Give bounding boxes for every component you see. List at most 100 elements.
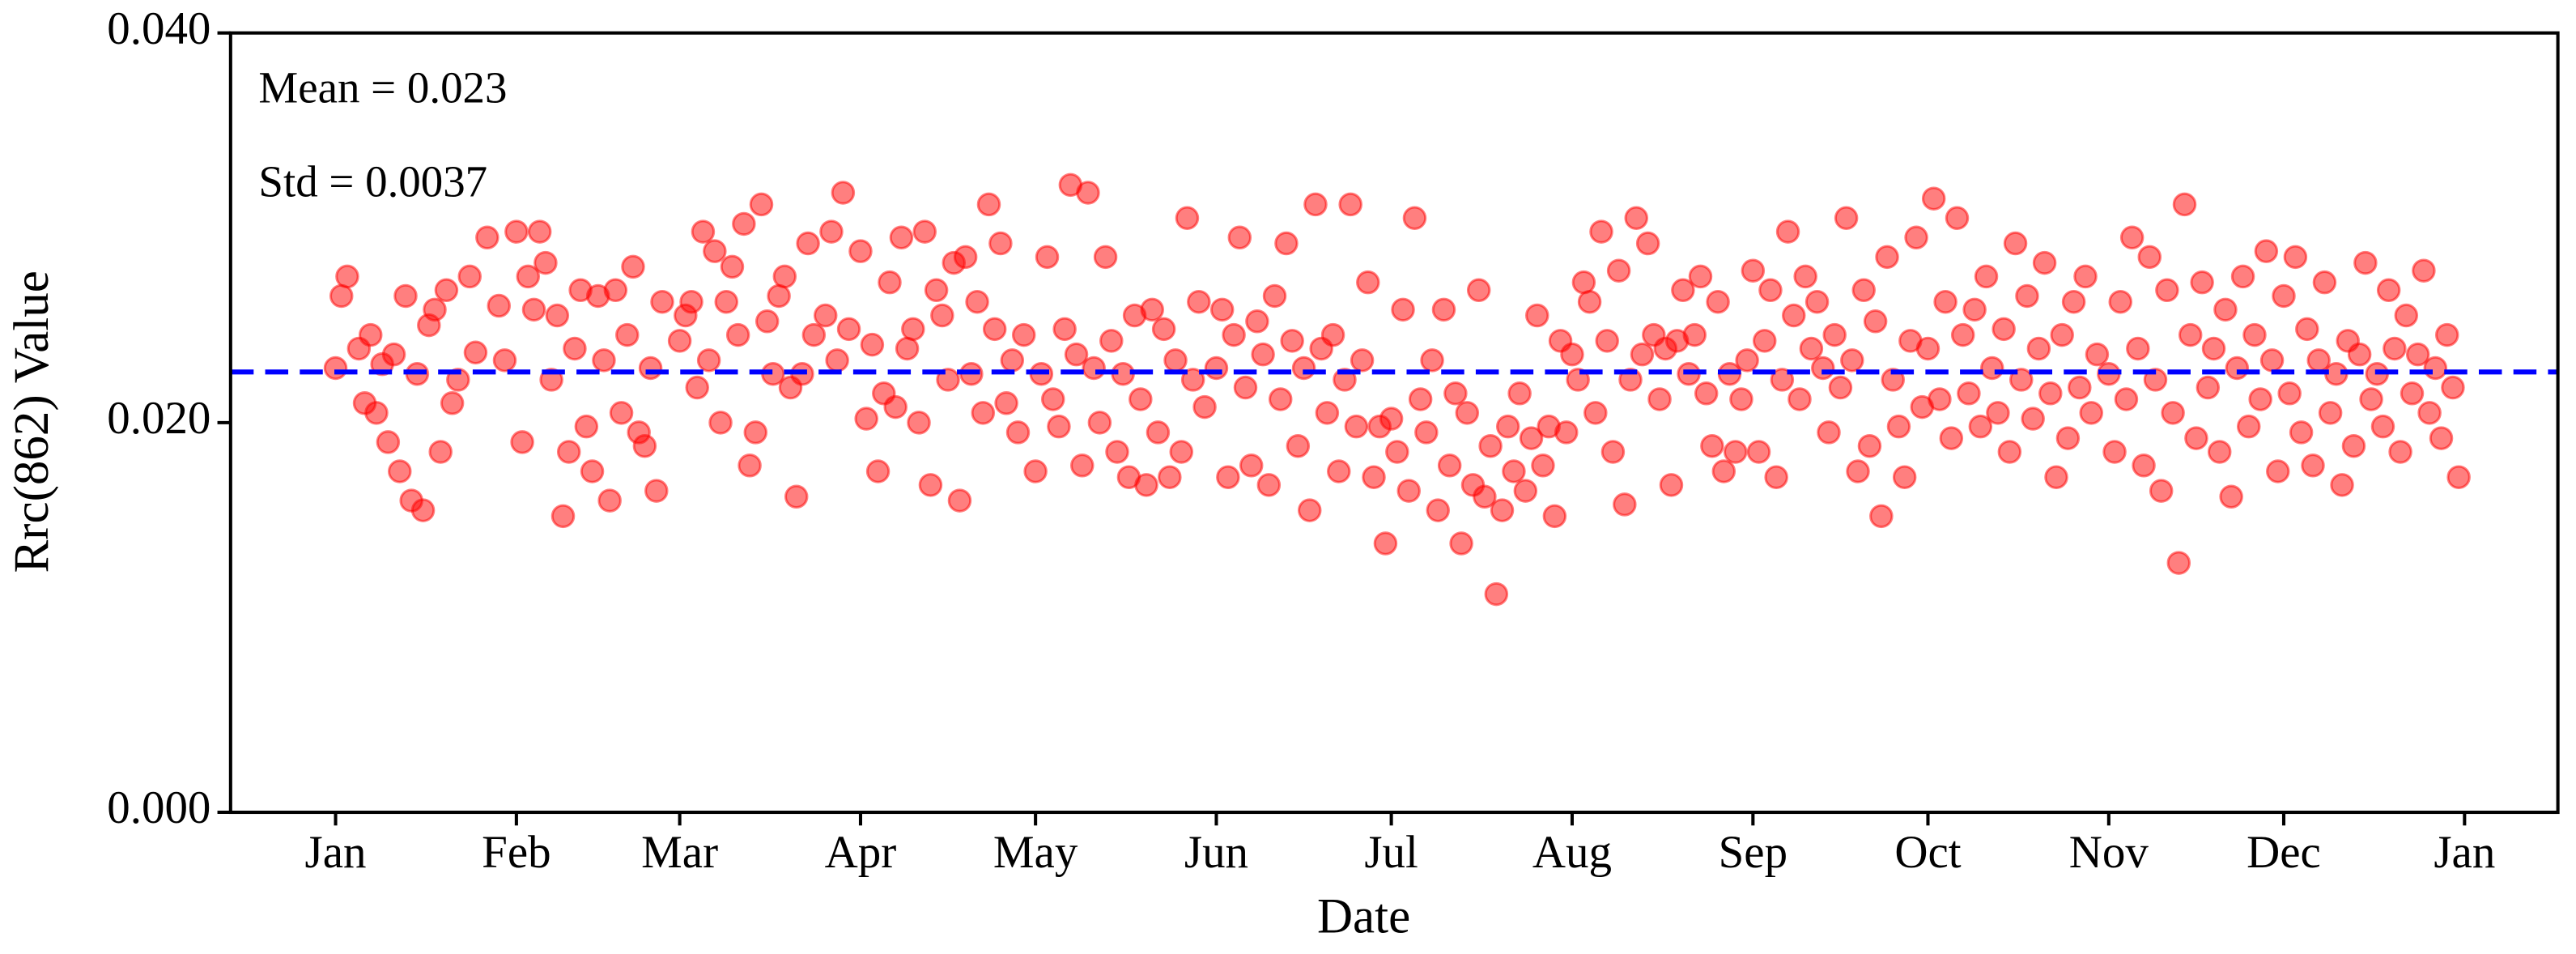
point	[2417, 401, 2442, 425]
point	[1426, 498, 1451, 522]
point	[1280, 329, 1304, 353]
point	[2283, 245, 2308, 270]
point	[889, 225, 914, 250]
point	[679, 289, 704, 314]
point	[1706, 289, 1730, 314]
point	[2184, 426, 2208, 450]
point	[907, 411, 931, 435]
point	[1040, 387, 1065, 411]
point	[1169, 440, 1193, 464]
point	[1752, 329, 1777, 353]
point	[556, 440, 581, 464]
x-tick-label: Oct	[1894, 827, 1961, 878]
point	[1449, 531, 1473, 556]
point	[1478, 433, 1503, 458]
point	[1140, 297, 1164, 322]
point	[2073, 264, 2098, 289]
point	[2295, 317, 2319, 342]
point	[2330, 473, 2354, 497]
point	[755, 309, 780, 334]
point	[2166, 551, 2191, 575]
point	[1286, 433, 1311, 458]
point	[2423, 356, 2448, 381]
point	[388, 459, 412, 483]
point	[2277, 381, 2302, 406]
point	[1688, 264, 1713, 289]
point	[685, 375, 709, 400]
point	[1391, 297, 1415, 322]
x-tick-label: Nov	[2069, 827, 2149, 878]
y-tick-label: 0.040	[107, 3, 210, 54]
point	[836, 317, 861, 342]
point	[1134, 473, 1158, 497]
point	[1968, 414, 1993, 439]
point	[976, 192, 1001, 217]
point	[1863, 309, 1888, 334]
point	[2068, 375, 2092, 400]
point	[2405, 342, 2430, 367]
point	[2272, 283, 2296, 309]
point	[1303, 192, 1328, 217]
point	[1495, 414, 1520, 439]
point	[1011, 322, 1036, 347]
point	[720, 254, 745, 279]
point	[1023, 459, 1048, 483]
point	[2370, 414, 2395, 439]
point	[1817, 420, 1841, 445]
point	[772, 264, 797, 289]
point	[1524, 303, 1549, 328]
point	[1076, 181, 1100, 205]
point	[597, 488, 622, 513]
point	[749, 192, 774, 217]
point	[621, 254, 645, 279]
x-tick-label: Feb	[482, 827, 550, 878]
std-annotation: Std = 0.0037	[258, 157, 487, 207]
point	[644, 479, 669, 503]
point	[1869, 504, 1894, 529]
point	[1146, 420, 1171, 445]
point	[440, 391, 465, 415]
point	[1350, 348, 1375, 373]
point	[410, 498, 436, 522]
point	[492, 348, 517, 373]
point	[1775, 219, 1800, 244]
point	[708, 411, 733, 435]
point	[2359, 387, 2383, 411]
point	[2237, 414, 2261, 439]
point	[1974, 264, 1999, 289]
point	[1997, 440, 2022, 464]
point	[1035, 245, 1060, 270]
point	[2132, 454, 2156, 478]
point	[533, 250, 558, 275]
point	[1950, 322, 1975, 347]
point	[615, 322, 640, 347]
point	[1804, 289, 1830, 314]
point	[2429, 426, 2454, 450]
point	[423, 297, 447, 322]
point	[2102, 440, 2127, 464]
point	[895, 336, 920, 361]
point	[901, 317, 925, 342]
point	[2201, 336, 2226, 361]
x-tick-label: Dec	[2247, 827, 2321, 878]
point	[2038, 381, 2063, 406]
point	[2119, 225, 2145, 250]
plot-area	[230, 172, 2558, 607]
point	[1986, 401, 2010, 425]
point	[2412, 258, 2436, 283]
point	[930, 303, 954, 328]
point	[1502, 459, 1526, 483]
point	[2178, 322, 2203, 347]
point	[516, 264, 541, 289]
point	[1151, 317, 1176, 342]
point	[2318, 401, 2343, 425]
point	[1822, 322, 1847, 347]
point	[1158, 465, 1182, 489]
point	[1216, 465, 1240, 489]
point	[1729, 387, 1753, 411]
point	[2085, 342, 2110, 367]
point	[580, 459, 605, 483]
point	[1945, 206, 1970, 230]
point	[1589, 219, 1613, 244]
